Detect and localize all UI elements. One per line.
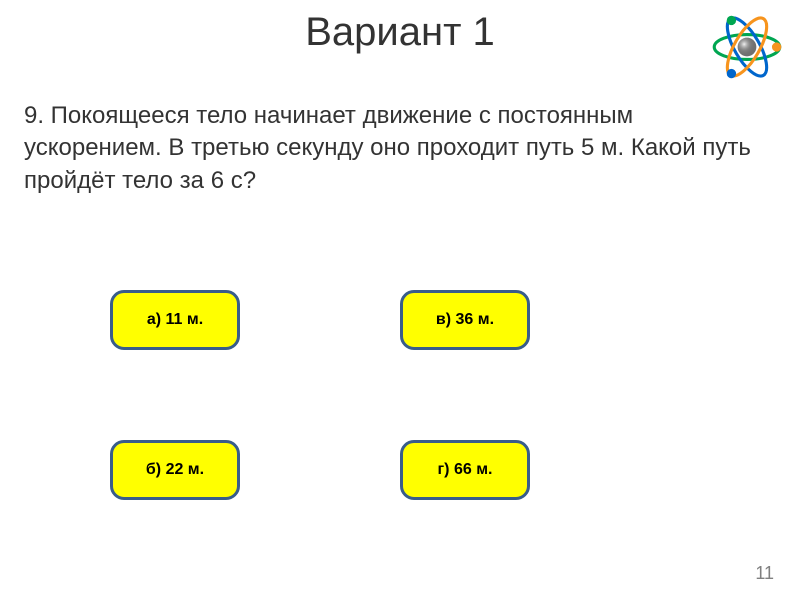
page-number: 11 [755,563,774,584]
atom-icon [708,8,786,86]
answer-label: г) 66 м. [438,461,493,479]
answer-label: в) 36 м. [436,311,494,329]
answer-option-b[interactable]: б) 22 м. [110,440,240,500]
page-title: Вариант 1 [0,10,800,55]
answer-option-a[interactable]: а) 11 м. [110,290,240,350]
answer-label: а) 11 м. [147,311,203,329]
answer-label: б) 22 м. [146,461,204,479]
answer-option-v[interactable]: в) 36 м. [400,290,530,350]
answer-option-g[interactable]: г) 66 м. [400,440,530,500]
question-text: 9. Покоящееся тело начинает движение с п… [24,100,764,197]
